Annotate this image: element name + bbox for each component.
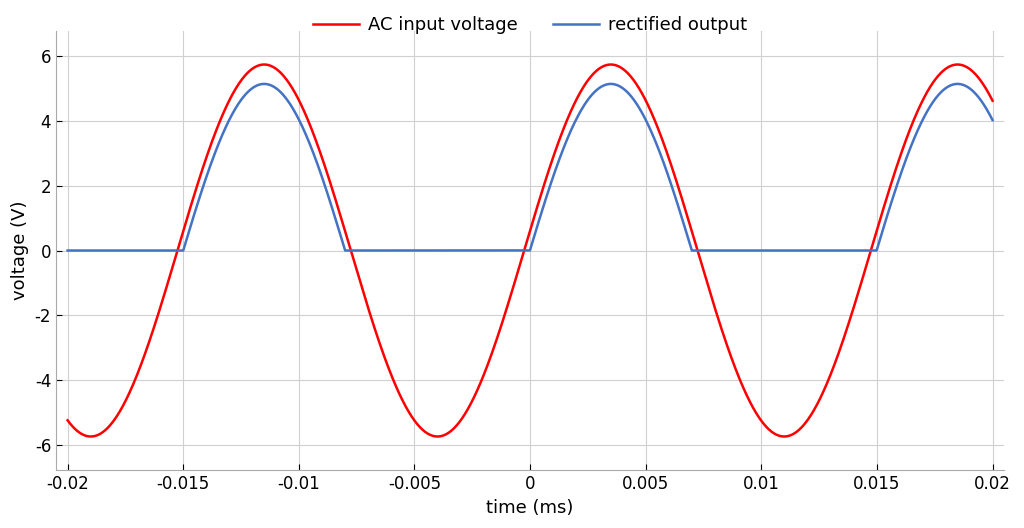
AC input voltage xyxy=(778,433,791,440)
AC input voltage xyxy=(986,98,998,104)
rectified output xyxy=(958,82,971,89)
AC input voltage xyxy=(733,376,745,383)
Legend: AC input voltage, rectified output: AC input voltage, rectified output xyxy=(306,9,754,41)
rectified output xyxy=(912,126,925,132)
rectified output xyxy=(61,247,74,253)
AC input voltage xyxy=(912,106,925,112)
Line: rectified output: rectified output xyxy=(68,84,992,250)
X-axis label: time (ms): time (ms) xyxy=(486,499,573,517)
AC input voltage xyxy=(451,422,463,429)
AC input voltage xyxy=(458,412,470,419)
rectified output xyxy=(451,247,463,253)
rectified output xyxy=(733,247,745,253)
Y-axis label: voltage (V): voltage (V) xyxy=(11,201,29,300)
AC input voltage xyxy=(958,63,971,69)
rectified output xyxy=(501,247,513,253)
Line: AC input voltage: AC input voltage xyxy=(68,64,992,437)
AC input voltage xyxy=(258,61,270,68)
rectified output xyxy=(458,247,470,253)
AC input voltage xyxy=(501,303,513,309)
rectified output xyxy=(258,81,270,87)
rectified output xyxy=(986,117,998,124)
AC input voltage xyxy=(61,417,74,423)
